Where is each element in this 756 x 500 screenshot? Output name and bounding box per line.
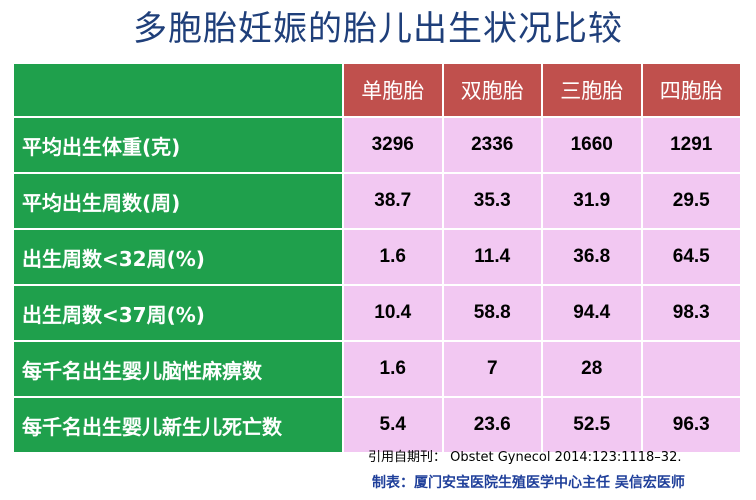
table-cell: 1.6 xyxy=(342,340,444,398)
page-title: 多胞胎妊娠的胎儿出生状况比较 xyxy=(133,9,623,49)
table-cell: 31.9 xyxy=(541,172,643,230)
table-cell: 11.4 xyxy=(441,228,543,286)
author-credit: 制表：厦门安宝医院生殖医学中心主任 吴信宏医师 xyxy=(372,475,685,491)
table-cell: 38.7 xyxy=(342,172,444,230)
table-cell: 7 xyxy=(441,340,543,398)
table-cell xyxy=(640,340,742,398)
table-cell: 29.5 xyxy=(640,172,742,230)
row-label: 每千名出生婴儿脑性麻痹数 xyxy=(12,340,344,398)
table-header-row: 单胞胎 双胞胎 三胞胎 四胞胎 xyxy=(12,62,742,118)
table-row: 平均出生周数(周) 38.7 35.3 31.9 29.5 xyxy=(12,172,742,230)
table-cell: 94.4 xyxy=(541,284,643,342)
table-row: 每千名出生婴儿脑性麻痹数 1.6 7 28 xyxy=(12,340,742,398)
row-label: 出生周数<32周(%) xyxy=(12,228,344,286)
table-cell: 64.5 xyxy=(640,228,742,286)
table-cell: 98.3 xyxy=(640,284,742,342)
table-cell: 28 xyxy=(541,340,643,398)
table-cell: 96.3 xyxy=(640,396,742,454)
table-row: 平均出生体重(克) 3296 2336 1660 1291 xyxy=(12,116,742,174)
column-header-twins: 双胞胎 xyxy=(441,62,543,118)
row-label: 平均出生周数(周) xyxy=(12,172,344,230)
table-cell: 1660 xyxy=(541,116,643,174)
table-row: 出生周数<32周(%) 1.6 11.4 36.8 64.5 xyxy=(12,228,742,286)
table-cell: 2336 xyxy=(441,116,543,174)
table-cell: 5.4 xyxy=(342,396,444,454)
table-row: 出生周数<37周(%) 10.4 58.8 94.4 98.3 xyxy=(12,284,742,342)
table-cell: 1291 xyxy=(640,116,742,174)
table-row: 每千名出生婴儿新生儿死亡数 5.4 23.6 52.5 96.3 xyxy=(12,396,742,454)
table-cell: 10.4 xyxy=(342,284,444,342)
table-corner-cell xyxy=(12,62,344,118)
row-label: 出生周数<37周(%) xyxy=(12,284,344,342)
column-header-quadruplets: 四胞胎 xyxy=(640,62,742,118)
table-cell: 36.8 xyxy=(541,228,643,286)
row-label: 平均出生体重(克) xyxy=(12,116,344,174)
table-cell: 52.5 xyxy=(541,396,643,454)
comparison-table: 单胞胎 双胞胎 三胞胎 四胞胎 平均出生体重(克) 3296 2336 1660… xyxy=(12,62,742,454)
table-cell: 23.6 xyxy=(441,396,543,454)
row-label: 每千名出生婴儿新生儿死亡数 xyxy=(12,396,344,454)
table-cell: 3296 xyxy=(342,116,444,174)
citation-note: 引用自期刊： Obstet Gynecol 2014:123:1118–32. xyxy=(368,450,682,465)
table-cell: 1.6 xyxy=(342,228,444,286)
table-cell: 35.3 xyxy=(441,172,543,230)
table-cell: 58.8 xyxy=(441,284,543,342)
column-header-triplets: 三胞胎 xyxy=(541,62,643,118)
column-header-single: 单胞胎 xyxy=(342,62,444,118)
